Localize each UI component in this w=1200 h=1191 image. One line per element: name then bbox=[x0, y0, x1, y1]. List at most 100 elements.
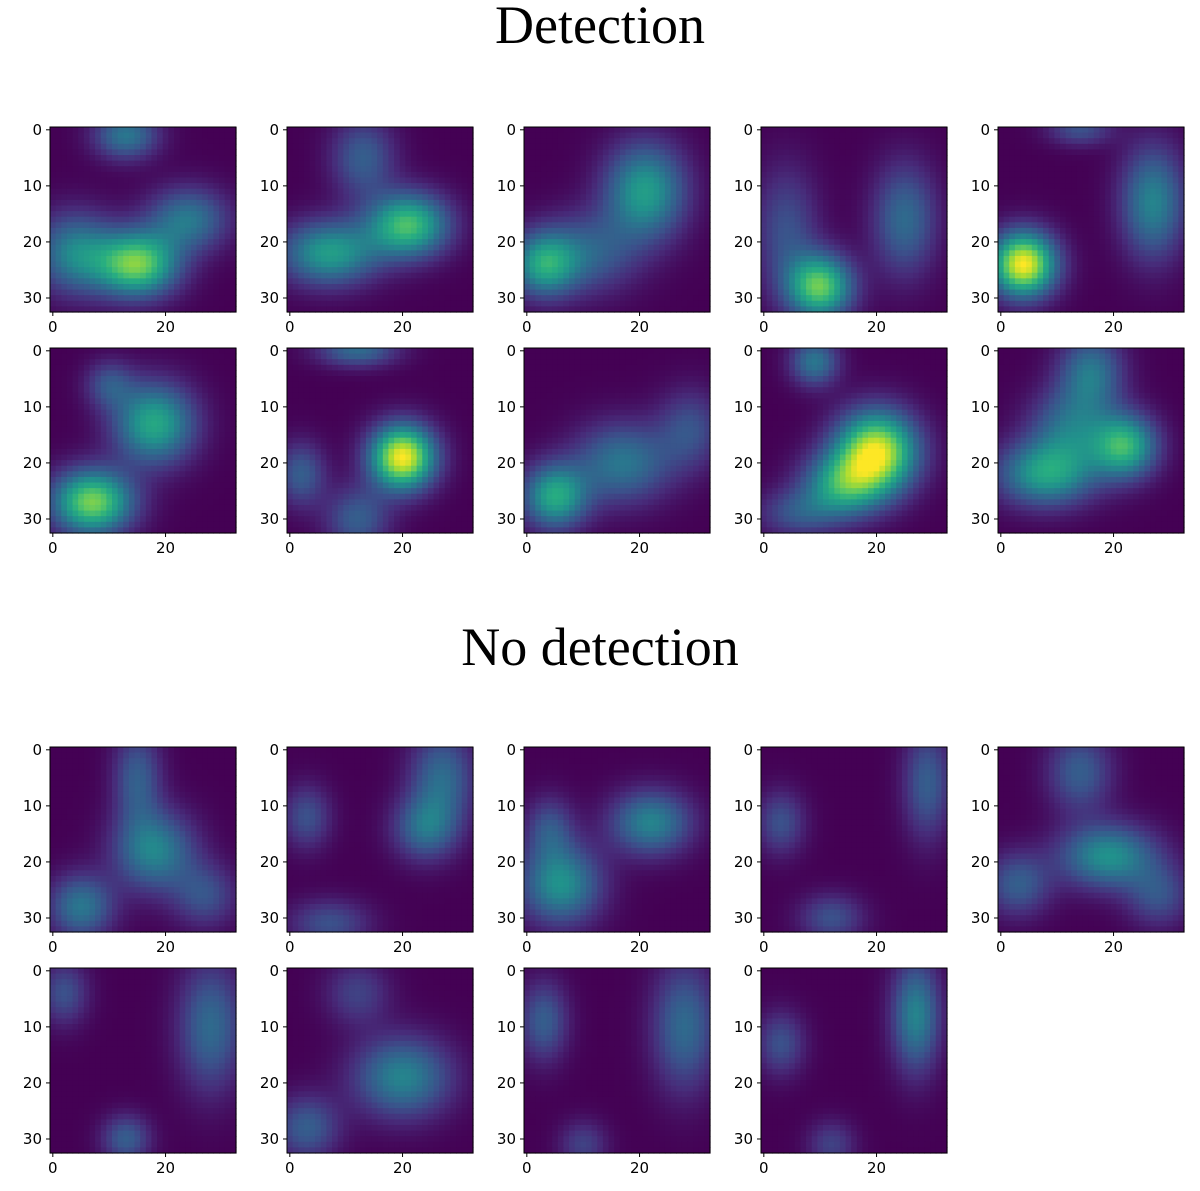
heatmap-cell bbox=[930, 160, 937, 167]
heatmap-cell bbox=[202, 244, 209, 251]
heatmap-cell bbox=[422, 183, 429, 190]
heatmap-cell bbox=[845, 132, 852, 139]
heatmap-cell bbox=[845, 166, 852, 173]
heatmap-cell bbox=[388, 255, 395, 263]
heatmap-cell bbox=[72, 177, 79, 184]
heatmap-cell bbox=[162, 188, 169, 195]
heatmap-cell bbox=[320, 222, 328, 229]
heatmap-cell bbox=[918, 216, 926, 223]
heatmap-cell bbox=[935, 160, 942, 167]
heatmap-cell bbox=[117, 199, 124, 207]
heatmap-cell bbox=[190, 289, 198, 296]
heatmap-cell bbox=[134, 149, 141, 156]
heatmap-cell bbox=[298, 194, 305, 201]
heatmap-cell bbox=[777, 300, 785, 307]
heatmap-cell bbox=[586, 177, 593, 184]
heatmap-cell bbox=[789, 233, 796, 240]
heatmap-cell bbox=[901, 194, 909, 201]
heatmap-cell bbox=[885, 306, 892, 313]
heatmap-cell bbox=[704, 127, 711, 134]
heatmap-cell bbox=[411, 278, 418, 285]
heatmap-cell bbox=[354, 149, 361, 156]
heatmap-cell bbox=[1060, 160, 1067, 167]
heatmap-cell bbox=[783, 205, 790, 212]
heatmap-cell bbox=[930, 155, 937, 162]
heatmap-cell bbox=[326, 272, 333, 279]
heatmap-cell bbox=[901, 261, 909, 268]
heatmap-cell bbox=[586, 250, 593, 257]
heatmap-cell bbox=[602, 295, 610, 302]
heatmap-cell bbox=[552, 216, 559, 223]
heatmap-cell bbox=[1060, 222, 1067, 229]
heatmap-cell bbox=[777, 199, 785, 207]
heatmap-cell bbox=[772, 267, 779, 274]
heatmap-cell bbox=[868, 216, 875, 223]
heatmap-cell bbox=[935, 289, 942, 296]
heatmap-cell bbox=[687, 239, 694, 246]
heatmap-cell bbox=[349, 160, 356, 167]
heatmap-cell bbox=[608, 244, 615, 251]
heatmap-cell bbox=[631, 261, 638, 268]
heatmap-cell bbox=[879, 194, 886, 201]
heatmap-cell bbox=[636, 255, 643, 263]
heatmap-cell bbox=[619, 160, 627, 167]
heatmap-cell bbox=[444, 261, 452, 268]
heatmap-cell bbox=[918, 149, 926, 156]
heatmap-cell bbox=[687, 171, 694, 179]
heatmap-cell bbox=[422, 127, 429, 134]
heatmap-cell bbox=[337, 250, 344, 257]
heatmap-cell bbox=[794, 283, 802, 291]
heatmap-cell bbox=[411, 132, 418, 139]
heatmap-cell bbox=[563, 199, 570, 207]
heatmap-cell bbox=[625, 160, 632, 167]
heatmap-cell bbox=[901, 222, 909, 229]
heatmap-cell bbox=[941, 199, 948, 207]
heatmap-cell bbox=[303, 272, 311, 279]
heatmap-cell bbox=[343, 227, 350, 235]
heatmap-cell bbox=[789, 149, 796, 156]
heatmap-cell bbox=[326, 177, 333, 184]
heatmap-cell bbox=[777, 267, 785, 274]
heatmap-cell bbox=[1043, 155, 1050, 162]
heatmap-cell bbox=[106, 143, 113, 151]
heatmap-cell bbox=[704, 143, 711, 151]
heatmap-cell bbox=[207, 239, 215, 246]
heatmap-cell bbox=[151, 289, 158, 296]
heatmap-cell bbox=[806, 227, 813, 235]
heatmap-cell bbox=[145, 199, 153, 207]
heatmap-cell bbox=[619, 132, 627, 139]
heatmap-cell bbox=[337, 272, 344, 279]
heatmap-cell bbox=[890, 267, 897, 274]
heatmap-cell bbox=[467, 127, 474, 134]
heatmap-cell bbox=[1031, 211, 1039, 218]
heatmap-cell bbox=[95, 267, 102, 274]
heatmap-cell bbox=[162, 171, 169, 179]
heatmap-cell bbox=[602, 233, 610, 240]
heatmap-cell bbox=[676, 166, 683, 173]
heatmap-cell bbox=[563, 289, 570, 296]
heatmap-cell bbox=[394, 272, 401, 279]
heatmap-cell bbox=[535, 216, 542, 223]
heatmap-cell bbox=[174, 250, 181, 257]
heatmap-cell bbox=[557, 222, 565, 229]
heatmap-cell bbox=[935, 278, 942, 285]
heatmap-cell bbox=[856, 194, 864, 201]
heatmap-cell bbox=[636, 227, 643, 235]
heatmap-cell bbox=[416, 199, 423, 207]
heatmap-cell bbox=[783, 278, 790, 285]
heatmap-cell bbox=[1133, 216, 1140, 223]
heatmap-cell bbox=[405, 289, 412, 296]
heatmap-cell bbox=[309, 295, 316, 302]
heatmap-cell bbox=[693, 283, 700, 291]
heatmap-cell bbox=[1127, 211, 1134, 218]
heatmap-cell bbox=[1150, 216, 1157, 223]
heatmap-cell bbox=[540, 233, 548, 240]
heatmap-cell bbox=[704, 177, 711, 184]
heatmap-cell bbox=[693, 132, 700, 139]
heatmap-cell bbox=[839, 227, 847, 235]
heatmap-cell bbox=[128, 244, 136, 251]
heatmap-cell bbox=[597, 143, 604, 151]
heatmap-cell bbox=[145, 261, 153, 268]
heatmap-cell bbox=[681, 306, 689, 313]
